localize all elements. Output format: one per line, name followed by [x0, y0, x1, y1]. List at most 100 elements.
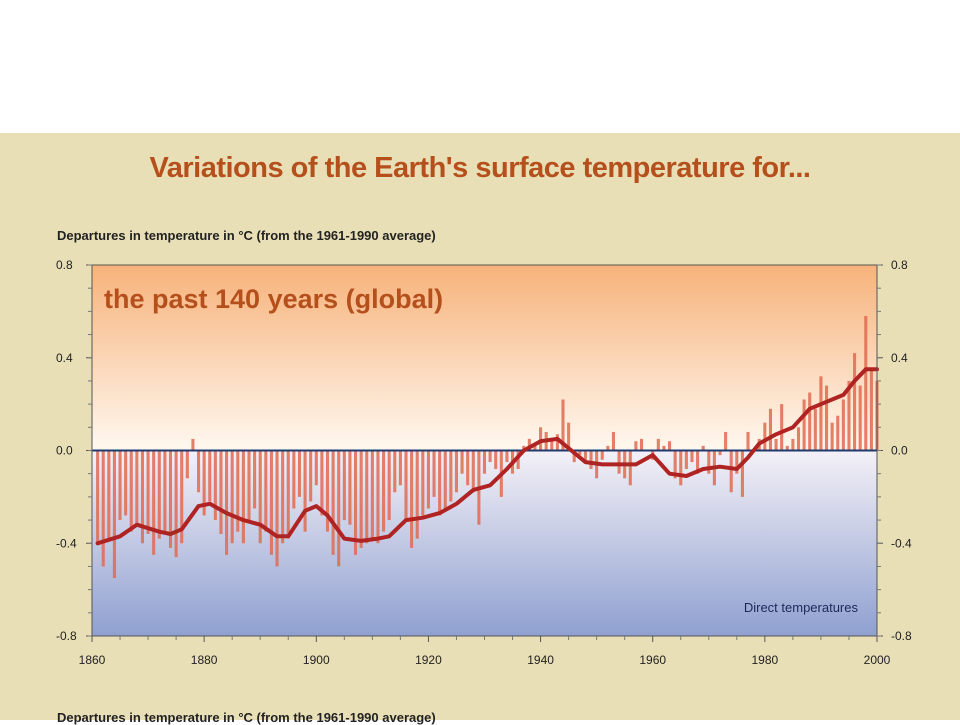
temperature-bar [112, 450, 116, 579]
temperature-bar [583, 450, 587, 463]
temperature-bar [527, 438, 531, 451]
temperature-bar [168, 450, 173, 548]
temperature-bar [707, 450, 711, 474]
y-tick-label-right: 0.0 [891, 444, 908, 458]
temperature-bar [516, 450, 520, 470]
temperature-bar [174, 450, 178, 558]
x-tick-label: 1900 [303, 653, 330, 667]
temperature-bar [387, 450, 391, 521]
temperature-bar [533, 443, 537, 451]
temperature-bar [824, 385, 829, 451]
temperature-bar [847, 380, 851, 451]
temperature-bar [505, 450, 509, 463]
temperature-bar [180, 450, 184, 544]
temperature-bar [376, 450, 380, 544]
temperature-bar [550, 438, 554, 451]
temperature-bar [314, 450, 318, 486]
x-tick-label: 1920 [415, 653, 442, 667]
temperature-bar [247, 450, 251, 521]
temperature-bar [410, 450, 414, 548]
temperature-bar [774, 438, 778, 451]
temperature-bar [567, 422, 571, 451]
temperature-bar [729, 450, 733, 493]
temperature-bar [864, 316, 868, 451]
temperature-bar [634, 441, 638, 451]
temperature-bar [286, 450, 290, 539]
temperature-bar [740, 450, 744, 497]
x-tick-label: 1940 [527, 653, 554, 667]
temperature-bar [297, 450, 302, 497]
temperature-bar [808, 392, 812, 451]
temperature-bar [684, 450, 688, 470]
temperature-bar [96, 450, 100, 544]
temperature-bar [124, 450, 128, 516]
temperature-bar [673, 450, 677, 479]
temperature-bar [292, 450, 296, 509]
temperature-bar [471, 450, 475, 493]
temperature-bar [426, 450, 430, 509]
temperature-bar [185, 450, 189, 479]
temperature-bar [236, 450, 240, 532]
temperature-bar [331, 450, 335, 555]
temperature-bar [370, 450, 374, 539]
temperature-bar [853, 353, 857, 451]
temperature-bar [303, 450, 307, 532]
temperature-bar [735, 450, 739, 474]
temperature-bar [785, 445, 789, 451]
x-tick-label: 1880 [191, 653, 218, 667]
temperature-bar [460, 450, 464, 474]
temperature-bar [196, 450, 201, 493]
temperature-bar [275, 450, 279, 567]
temperature-bar [780, 404, 784, 451]
temperature-bar [258, 450, 262, 544]
temperature-bar [404, 450, 408, 521]
temperature-bar [152, 450, 156, 555]
temperature-bar [325, 450, 330, 532]
temperature-bar [763, 422, 767, 451]
temperature-bar [253, 450, 257, 509]
temperature-bar [454, 450, 459, 493]
x-tick-label: 1860 [79, 653, 106, 667]
temperature-bar [135, 450, 139, 525]
temperature-bar [241, 450, 245, 544]
temperature-bar [746, 431, 750, 451]
y-tick-label-right: 0.8 [891, 258, 908, 272]
temperature-bar [606, 445, 610, 451]
temperature-bar [264, 450, 268, 532]
temperature-bar [101, 450, 105, 567]
temperature-bar [353, 450, 358, 555]
y-tick-label-left: 0.4 [56, 351, 73, 365]
temperature-bar [656, 438, 660, 451]
temperature-bar [432, 450, 436, 497]
temperature-bar [213, 450, 217, 521]
temperature-bar [802, 399, 806, 451]
temperature-bar [869, 369, 873, 451]
temperature-bar [662, 445, 666, 451]
temperature-bar [639, 438, 644, 451]
temperature-bar [365, 450, 369, 544]
temperature-bar [415, 450, 419, 539]
temperature-bar [617, 450, 621, 474]
axes: 1860 1880 1900 1920 1940 1960 1980 2000 0.8 0.8 0.… [56, 258, 912, 667]
temperature-bar [398, 450, 402, 486]
temperature-bar [438, 450, 442, 516]
temperature-bar [482, 450, 487, 474]
y-tick-label-left: 0.8 [56, 258, 73, 272]
temperature-bar [555, 434, 559, 451]
temperature-bar [841, 399, 845, 451]
temperature-bar [718, 450, 722, 456]
temperature-bar [611, 431, 616, 451]
temperature-bar [107, 450, 111, 539]
temperature-bar [449, 450, 453, 502]
temperature-bar [393, 450, 397, 493]
temperature-bar [337, 450, 341, 567]
temperature-bar [269, 450, 273, 555]
temperature-bar [382, 450, 386, 532]
temperature-bar [443, 450, 447, 509]
temperature-bar [208, 450, 212, 502]
temperature-bar [768, 408, 773, 451]
temperature-bar [724, 431, 728, 451]
temperature-bar [421, 450, 425, 516]
temperature-bar [813, 408, 817, 451]
